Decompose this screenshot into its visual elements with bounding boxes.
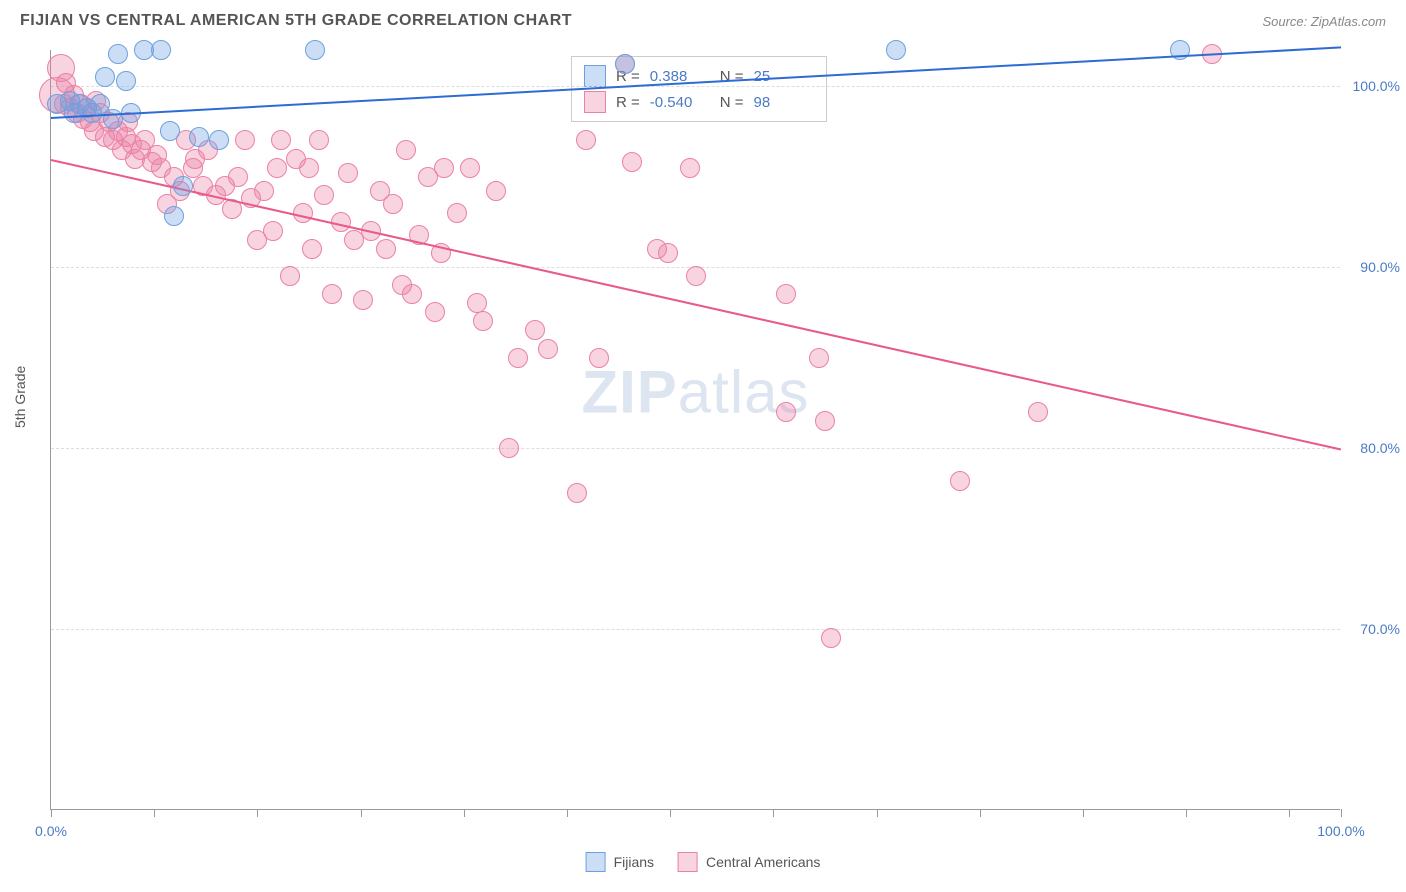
data-point-central-americans — [396, 140, 416, 160]
y-tick-label: 100.0% — [1353, 78, 1400, 94]
source-attribution: Source: ZipAtlas.com — [1262, 14, 1386, 29]
data-point-central-americans — [809, 348, 829, 368]
x-tick — [670, 809, 671, 817]
x-tick — [567, 809, 568, 817]
data-point-fijians — [108, 44, 128, 64]
data-point-central-americans — [467, 293, 487, 313]
legend-row-central-americans: R = -0.540 N = 98 — [584, 89, 814, 115]
gridline — [51, 86, 1340, 87]
data-point-central-americans — [508, 348, 528, 368]
x-tick — [154, 809, 155, 817]
data-point-central-americans — [235, 130, 255, 150]
data-point-fijians — [95, 67, 115, 87]
data-point-central-americans — [267, 158, 287, 178]
y-tick-label: 80.0% — [1360, 440, 1400, 456]
data-point-fijians — [189, 127, 209, 147]
data-point-central-americans — [254, 181, 274, 201]
x-tick — [980, 809, 981, 817]
x-tick-label: 0.0% — [35, 823, 67, 839]
data-point-central-americans — [434, 158, 454, 178]
data-point-central-americans — [776, 284, 796, 304]
data-point-central-americans — [383, 194, 403, 214]
legend-item-fijians: Fijians — [586, 852, 654, 872]
y-axis-label: 5th Grade — [12, 366, 28, 428]
swatch-central-americans-icon — [678, 852, 698, 872]
y-tick-label: 70.0% — [1360, 621, 1400, 637]
series-legend: Fijians Central Americans — [586, 852, 821, 872]
x-tick — [773, 809, 774, 817]
data-point-central-americans — [271, 130, 291, 150]
x-tick — [1341, 809, 1342, 817]
x-tick — [1289, 809, 1290, 817]
data-point-central-americans — [299, 158, 319, 178]
x-tick — [1186, 809, 1187, 817]
x-tick-label: 100.0% — [1317, 823, 1364, 839]
data-point-fijians — [173, 176, 193, 196]
data-point-central-americans — [460, 158, 480, 178]
data-point-central-americans — [228, 167, 248, 187]
data-point-central-americans — [402, 284, 422, 304]
data-point-central-americans — [538, 339, 558, 359]
x-tick — [361, 809, 362, 817]
x-tick — [877, 809, 878, 817]
data-point-central-americans — [589, 348, 609, 368]
data-point-fijians — [151, 40, 171, 60]
chart-title: FIJIAN VS CENTRAL AMERICAN 5TH GRADE COR… — [20, 12, 572, 30]
x-tick — [257, 809, 258, 817]
scatter-chart: ZIPatlas R = 0.388 N = 25 R = -0.540 N =… — [50, 50, 1340, 810]
data-point-central-americans — [293, 203, 313, 223]
legend-item-central-americans: Central Americans — [678, 852, 820, 872]
data-point-central-americans — [686, 266, 706, 286]
data-point-central-americans — [499, 438, 519, 458]
data-point-fijians — [886, 40, 906, 60]
swatch-fijians-icon — [586, 852, 606, 872]
data-point-central-americans — [567, 483, 587, 503]
swatch-central-americans — [584, 91, 606, 113]
data-point-fijians — [209, 130, 229, 150]
gridline — [51, 629, 1340, 630]
data-point-central-americans — [376, 239, 396, 259]
data-point-fijians — [103, 109, 123, 129]
data-point-fijians — [164, 206, 184, 226]
data-point-central-americans — [776, 402, 796, 422]
data-point-central-americans — [425, 302, 445, 322]
swatch-fijians — [584, 65, 606, 87]
data-point-central-americans — [263, 221, 283, 241]
data-point-central-americans — [302, 239, 322, 259]
data-point-central-americans — [322, 284, 342, 304]
watermark: ZIPatlas — [581, 357, 809, 426]
data-point-central-americans — [821, 628, 841, 648]
data-point-central-americans — [950, 471, 970, 491]
x-tick — [464, 809, 465, 817]
gridline — [51, 448, 1340, 449]
data-point-central-americans — [486, 181, 506, 201]
data-point-fijians — [160, 121, 180, 141]
data-point-fijians — [305, 40, 325, 60]
data-point-central-americans — [447, 203, 467, 223]
y-tick-label: 90.0% — [1360, 259, 1400, 275]
data-point-fijians — [116, 71, 136, 91]
data-point-fijians — [615, 54, 635, 74]
data-point-central-americans — [815, 411, 835, 431]
x-tick — [1083, 809, 1084, 817]
data-point-central-americans — [338, 163, 358, 183]
data-point-central-americans — [658, 243, 678, 263]
trend-line-central-americans — [51, 159, 1341, 450]
data-point-central-americans — [680, 158, 700, 178]
data-point-central-americans — [353, 290, 373, 310]
correlation-legend: R = 0.388 N = 25 R = -0.540 N = 98 — [571, 56, 827, 122]
data-point-central-americans — [309, 130, 329, 150]
data-point-central-americans — [280, 266, 300, 286]
x-tick — [51, 809, 52, 817]
data-point-central-americans — [473, 311, 493, 331]
data-point-central-americans — [1028, 402, 1048, 422]
data-point-central-americans — [622, 152, 642, 172]
data-point-central-americans — [576, 130, 596, 150]
data-point-central-americans — [314, 185, 334, 205]
data-point-central-americans — [525, 320, 545, 340]
